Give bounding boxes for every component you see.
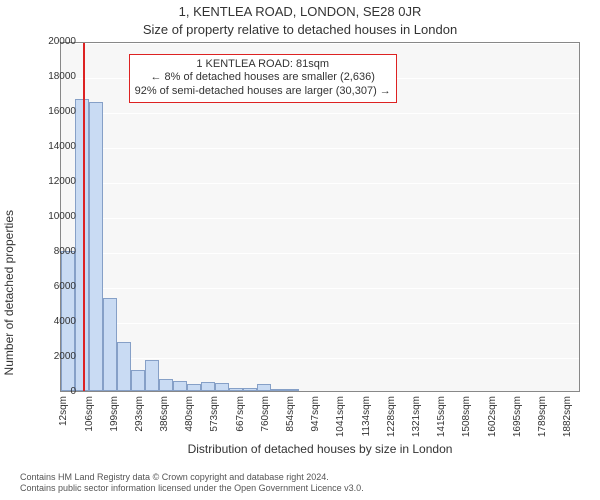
x-tick-label: 106sqm: [84, 396, 95, 432]
plot-area: 1 KENTLEA ROAD: 81sqm← 8% of detached ho…: [60, 42, 580, 392]
chart-subtitle: Size of property relative to detached ho…: [0, 22, 600, 37]
footer-line1: Contains HM Land Registry data © Crown c…: [20, 472, 364, 483]
annotation-line: ← 8% of detached houses are smaller (2,6…: [135, 71, 391, 85]
gridline: [61, 218, 579, 219]
y-tick-label: 6000: [26, 281, 76, 292]
y-tick-label: 14000: [26, 141, 76, 152]
gridline: [61, 183, 579, 184]
x-tick-label: 1695sqm: [512, 396, 523, 437]
footer-attribution: Contains HM Land Registry data © Crown c…: [20, 472, 364, 494]
histogram-bar: [131, 370, 145, 391]
x-tick-label: 854sqm: [285, 396, 296, 432]
chart-title: 1, KENTLEA ROAD, LONDON, SE28 0JR: [0, 4, 600, 19]
x-tick-label: 12sqm: [58, 396, 69, 426]
x-tick-label: 667sqm: [235, 396, 246, 432]
x-tick-label: 1321sqm: [411, 396, 422, 437]
histogram-bar: [285, 389, 299, 391]
gridline: [61, 43, 579, 44]
histogram-bar: [117, 342, 131, 391]
gridline: [61, 358, 579, 359]
y-tick-label: 8000: [26, 246, 76, 257]
gridline: [61, 393, 579, 394]
histogram-bar: [229, 388, 243, 392]
y-tick-label: 10000: [26, 211, 76, 222]
x-tick-label: 760sqm: [260, 396, 271, 432]
x-tick-label: 199sqm: [109, 396, 120, 432]
gridline: [61, 253, 579, 254]
y-axis-label: Number of detached properties: [2, 210, 16, 375]
x-tick-label: 293sqm: [134, 396, 145, 432]
footer-line2: Contains public sector information licen…: [20, 483, 364, 494]
annotation-box: 1 KENTLEA ROAD: 81sqm← 8% of detached ho…: [129, 54, 397, 103]
x-tick-label: 947sqm: [310, 396, 321, 432]
x-tick-label: 1882sqm: [562, 396, 573, 437]
histogram-bar: [145, 360, 159, 392]
x-tick-label: 1789sqm: [537, 396, 548, 437]
x-tick-label: 1508sqm: [461, 396, 472, 437]
histogram-bar: [257, 384, 271, 391]
histogram-bar: [173, 381, 187, 392]
annotation-line: 92% of semi-detached houses are larger (…: [135, 85, 391, 99]
histogram-bar: [103, 298, 117, 391]
x-tick-label: 1602sqm: [487, 396, 498, 437]
gridline: [61, 323, 579, 324]
histogram-bar: [159, 379, 173, 391]
x-tick-label: 1415sqm: [436, 396, 447, 437]
histogram-bar: [89, 102, 103, 391]
y-tick-label: 4000: [26, 316, 76, 327]
y-tick-label: 16000: [26, 106, 76, 117]
gridline: [61, 113, 579, 114]
x-tick-label: 1228sqm: [386, 396, 397, 437]
gridline: [61, 288, 579, 289]
histogram-bar: [215, 383, 229, 391]
x-tick-label: 386sqm: [159, 396, 170, 432]
histogram-bar: [201, 382, 215, 391]
histogram-bar: [271, 389, 285, 391]
y-tick-label: 12000: [26, 176, 76, 187]
histogram-bar: [243, 388, 257, 391]
annotation-line: 1 KENTLEA ROAD: 81sqm: [135, 58, 391, 72]
x-tick-label: 480sqm: [184, 396, 195, 432]
x-tick-label: 1134sqm: [361, 396, 372, 436]
gridline: [61, 148, 579, 149]
y-tick-label: 18000: [26, 71, 76, 82]
x-tick-label: 573sqm: [209, 396, 220, 432]
x-tick-label: 1041sqm: [335, 396, 346, 437]
x-axis-label: Distribution of detached houses by size …: [60, 442, 580, 456]
histogram-bar: [187, 384, 201, 391]
reference-line: [83, 43, 85, 391]
y-tick-label: 2000: [26, 351, 76, 362]
y-tick-label: 20000: [26, 36, 76, 47]
